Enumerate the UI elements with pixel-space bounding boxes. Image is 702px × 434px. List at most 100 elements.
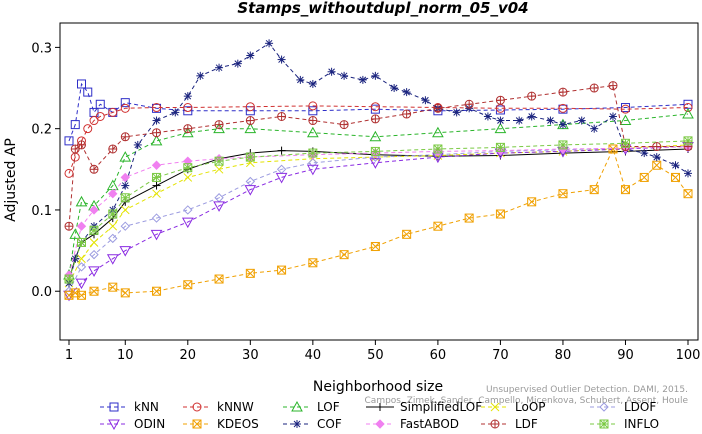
data-point-knn — [370, 104, 380, 114]
legend-item-knnw: kNNW — [183, 400, 254, 414]
data-point-loop — [120, 205, 130, 215]
data-point-cof — [371, 71, 380, 80]
data-point-cof — [71, 254, 80, 263]
data-point-simplifiedlof — [152, 181, 161, 190]
data-point-knnw — [95, 111, 105, 121]
data-point-ldf — [245, 116, 255, 126]
legend-marker-kdeos — [192, 419, 202, 429]
data-point-ldof — [89, 249, 99, 260]
y-tick-label: 0.1 — [31, 204, 52, 219]
data-point-cof — [496, 116, 505, 125]
data-point-ldf — [277, 111, 287, 121]
data-point-odin — [369, 158, 382, 169]
data-point-odin — [75, 278, 88, 290]
data-point-ldf — [152, 128, 162, 138]
data-point-cof — [233, 59, 242, 68]
data-point-kdeos — [527, 197, 537, 207]
data-point-loop — [214, 164, 224, 174]
data-point-knn — [308, 106, 318, 116]
series-knnw — [64, 101, 693, 178]
data-point-odin — [244, 185, 257, 196]
data-point-knn — [83, 87, 93, 97]
data-point-loop — [108, 221, 118, 231]
data-point-lof — [69, 228, 82, 239]
data-point-cof — [577, 116, 586, 125]
data-point-kdeos — [608, 144, 618, 154]
series-line-knnw — [68, 105, 689, 174]
data-point-inflo — [245, 152, 255, 162]
watermark-line-1: Unsupervised Outlier Detection. DAMI, 20… — [486, 385, 688, 395]
data-point-lof — [244, 122, 257, 134]
series-line-kdeos — [68, 147, 689, 296]
legend-label-knn: kNN — [134, 400, 159, 414]
data-point-inflo — [433, 144, 443, 154]
data-point-ldf — [608, 81, 618, 91]
data-point-cof — [171, 108, 180, 117]
data-point-inflo — [495, 142, 505, 152]
data-point-cof — [265, 39, 274, 48]
data-point-fastabod — [151, 160, 162, 170]
x-axis-label: Neighborhood size — [313, 379, 443, 395]
data-point-cof — [684, 169, 692, 178]
data-point-ldf — [402, 109, 412, 119]
data-point-kdeos — [89, 286, 99, 296]
data-point-cof — [421, 96, 430, 105]
legend-marker-fastabod — [375, 419, 385, 429]
data-point-kdeos — [433, 221, 443, 231]
data-point-odin — [88, 266, 100, 277]
data-point-cof — [546, 116, 555, 125]
data-point-cof — [152, 116, 161, 125]
data-point-kdeos — [620, 185, 630, 195]
data-point-cof — [402, 88, 411, 97]
x-tick-label: 10 — [117, 348, 134, 363]
data-point-ldf — [120, 132, 130, 142]
data-point-cof — [215, 63, 224, 72]
data-point-loop — [77, 254, 86, 264]
series-line-cof — [68, 42, 689, 284]
data-point-odin — [275, 172, 288, 184]
data-point-ldf — [558, 87, 568, 97]
data-point-cof — [558, 120, 567, 129]
data-point-knnw — [83, 124, 93, 134]
x-tick-label: 1 — [65, 348, 73, 363]
data-point-inflo — [683, 136, 693, 146]
data-point-knnw — [183, 103, 193, 113]
data-point-cof — [296, 75, 305, 84]
data-point-lof — [619, 114, 632, 126]
data-point-lof — [150, 134, 163, 146]
series-line-ldof — [68, 146, 689, 292]
legend-label-fastabod: FastABOD — [400, 417, 459, 431]
data-point-lof — [119, 151, 132, 162]
series-inflo — [64, 136, 693, 284]
data-point-cof — [527, 112, 536, 121]
data-point-fastabod — [108, 188, 118, 199]
data-point-ldf — [652, 142, 662, 152]
data-point-ldf — [464, 99, 474, 109]
legend-label-inflo: INFLO — [624, 417, 659, 431]
data-point-kdeos — [639, 172, 649, 182]
data-point-ldf — [108, 144, 118, 154]
data-point-ldf — [527, 91, 537, 101]
data-point-cof — [327, 67, 336, 76]
data-point-cof — [608, 112, 617, 121]
data-point-kdeos — [464, 213, 474, 223]
data-point-inflo — [370, 146, 380, 156]
data-point-inflo — [77, 237, 87, 247]
data-point-cof — [452, 108, 461, 117]
data-point-cof — [308, 79, 317, 88]
series-layer — [63, 39, 694, 302]
data-point-cof — [358, 75, 367, 84]
data-point-kdeos — [652, 160, 662, 170]
legend-marker-ldof — [599, 402, 609, 412]
data-point-kdeos — [683, 189, 693, 199]
data-point-inflo — [120, 193, 130, 203]
data-point-odin — [213, 201, 225, 212]
legend-marker-odin — [108, 419, 120, 431]
data-point-knn — [120, 98, 130, 108]
legend-marker-lof — [291, 400, 303, 412]
data-point-lof — [494, 122, 507, 134]
data-point-ldf — [183, 124, 193, 134]
x-tick-label: 30 — [242, 348, 259, 363]
data-point-knnw — [620, 104, 630, 114]
